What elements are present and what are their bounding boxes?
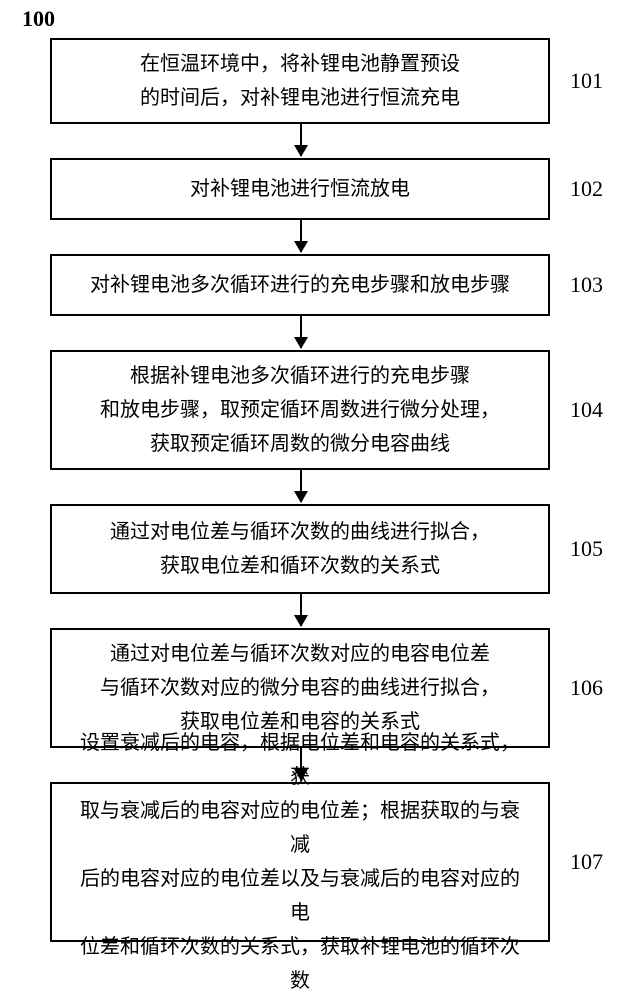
flowchart-canvas: 100 在恒温环境中，将补锂电池静置预设 的时间后，对补锂电池进行恒流充电 101… xyxy=(0,0,631,1000)
step-105-text: 通过对电位差与循环次数的曲线进行拟合， 获取电位差和循环次数的关系式 xyxy=(110,515,490,583)
step-107: 设置衰减后的电容，根据电位差和电容的关系式，获 取与衰减后的电容对应的电位差；根… xyxy=(50,782,550,942)
step-104: 根据补锂电池多次循环进行的充电步骤 和放电步骤，取预定循环周数进行微分处理， 获… xyxy=(50,350,550,470)
step-107-text: 设置衰减后的电容，根据电位差和电容的关系式，获 取与衰减后的电容对应的电位差；根… xyxy=(72,726,528,998)
step-107-label: 107 xyxy=(570,849,603,875)
step-103: 对补锂电池多次循环进行的充电步骤和放电步骤 xyxy=(50,254,550,316)
step-104-label: 104 xyxy=(570,397,603,423)
step-102-label: 102 xyxy=(570,176,603,202)
arrow-step-104 xyxy=(300,316,302,348)
step-103-text: 对补锂电池多次循环进行的充电步骤和放电步骤 xyxy=(90,268,510,302)
step-106-label: 106 xyxy=(570,675,603,701)
step-102-text: 对补锂电池进行恒流放电 xyxy=(190,172,410,206)
step-106-text: 通过对电位差与循环次数对应的电容电位差 与循环次数对应的微分电容的曲线进行拟合，… xyxy=(100,637,500,739)
step-105: 通过对电位差与循环次数的曲线进行拟合， 获取电位差和循环次数的关系式 xyxy=(50,504,550,594)
arrow-step-106 xyxy=(300,594,302,626)
arrow-step-103 xyxy=(300,220,302,252)
step-105-label: 105 xyxy=(570,536,603,562)
arrow-step-102 xyxy=(300,124,302,156)
figure-number: 100 xyxy=(22,6,55,32)
step-101-label: 101 xyxy=(570,68,603,94)
arrow-step-105 xyxy=(300,470,302,502)
step-102: 对补锂电池进行恒流放电 xyxy=(50,158,550,220)
step-101: 在恒温环境中，将补锂电池静置预设 的时间后，对补锂电池进行恒流充电 xyxy=(50,38,550,124)
step-103-label: 103 xyxy=(570,272,603,298)
step-104-text: 根据补锂电池多次循环进行的充电步骤 和放电步骤，取预定循环周数进行微分处理， 获… xyxy=(100,359,500,461)
step-101-text: 在恒温环境中，将补锂电池静置预设 的时间后，对补锂电池进行恒流充电 xyxy=(140,47,460,115)
